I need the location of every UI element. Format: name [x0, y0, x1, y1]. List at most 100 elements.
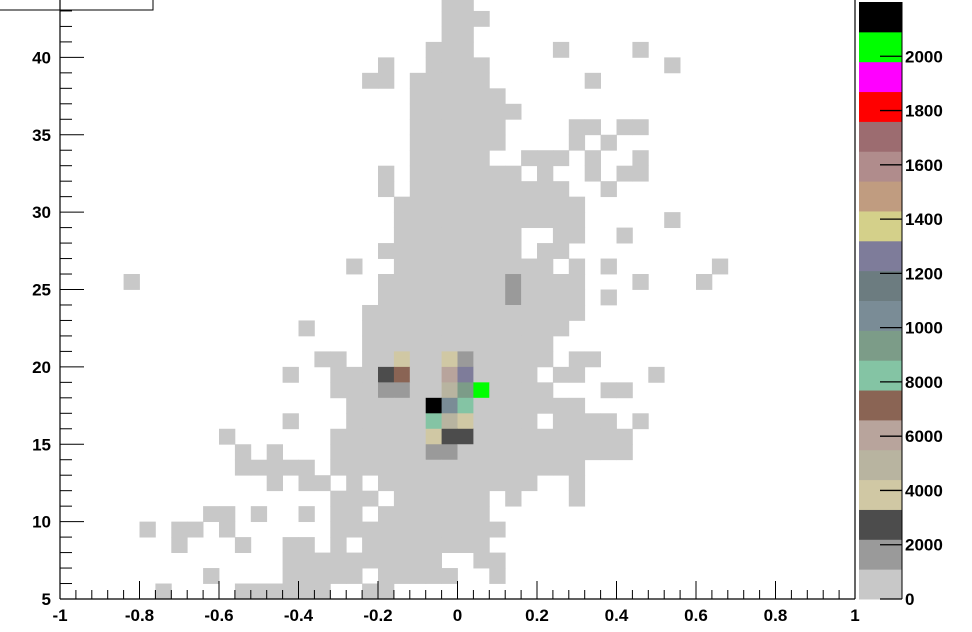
heatmap-cell [234, 444, 252, 461]
heatmap-cell [362, 459, 379, 476]
heatmap-cell [537, 150, 554, 167]
heatmap-cell [441, 506, 458, 523]
heatmap-cell [378, 413, 395, 430]
heatmap-cell [489, 289, 506, 306]
heatmap-cell [409, 165, 427, 182]
heatmap-cell [378, 444, 395, 461]
heatmap-cell [425, 227, 442, 244]
heatmap-cell [393, 227, 411, 244]
x-tick-label: -0.2 [363, 606, 392, 625]
heatmap-cell [362, 537, 379, 553]
heatmap-cell [584, 72, 601, 89]
heatmap-cell [441, 521, 458, 538]
heatmap-cell [489, 227, 506, 244]
heatmap-cell [346, 459, 363, 476]
heatmap-cell [457, 258, 474, 275]
heatmap-cell [187, 521, 204, 538]
heatmap-cell [505, 103, 522, 120]
heatmap-cell [521, 428, 538, 445]
heatmap-cell [441, 26, 458, 43]
heatmap-cell [505, 475, 522, 492]
heatmap-cell [425, 72, 442, 89]
color-scale-swatch [859, 479, 902, 510]
heatmap-cell [632, 274, 649, 290]
color-scale-swatch [859, 181, 902, 212]
heatmap-cell [393, 459, 411, 476]
heatmap-cell [505, 351, 522, 368]
heatmap-cell [346, 568, 363, 584]
heatmap-cell [409, 382, 427, 399]
heatmap-cell [505, 490, 522, 507]
heatmap-cell [489, 258, 506, 275]
heatmap-cell [457, 444, 474, 461]
heatmap-cell [409, 459, 427, 476]
heatmap-cell [378, 552, 395, 569]
heatmap-cell [473, 428, 490, 445]
heatmap-cell [441, 320, 458, 337]
heatmap-cell [584, 413, 601, 430]
color-scale-label: 1400 [905, 210, 943, 229]
color-scale-label: 2000 [905, 47, 943, 66]
heatmap-cell [425, 521, 442, 538]
heatmap-cell [346, 444, 363, 461]
heatmap-cell [441, 212, 458, 229]
heatmap-cell [393, 351, 411, 368]
heatmap-cell [505, 320, 522, 337]
heatmap-cell [489, 521, 506, 538]
heatmap-cell [473, 366, 490, 383]
color-scale-label: 1800 [905, 102, 943, 121]
heatmap-cell [409, 212, 427, 229]
heatmap-cell [378, 475, 395, 492]
heatmap-cell [457, 212, 474, 229]
heatmap-cell [473, 10, 490, 27]
heatmap-cell [457, 351, 474, 368]
heatmap-cell [378, 274, 395, 290]
heatmap-cell [457, 320, 474, 337]
heatmap-cell [409, 335, 427, 352]
heatmap-cell [457, 26, 474, 43]
heatmap-cell [393, 475, 411, 492]
color-scale-swatch [859, 509, 902, 540]
heatmap-cell [346, 506, 363, 523]
heatmap-cell [330, 459, 347, 476]
heatmap-cell [552, 459, 570, 476]
heatmap-cell [425, 428, 442, 445]
heatmap-cell [378, 243, 395, 259]
heatmap-cell [441, 88, 458, 105]
heatmap-cell [441, 475, 458, 492]
heatmap-cell [425, 413, 442, 430]
heatmap-cell [425, 382, 442, 399]
heatmap-cell [219, 521, 236, 538]
heatmap-cell [632, 165, 649, 182]
heatmap-cell [473, 335, 490, 352]
heatmap-cell [393, 397, 411, 414]
heatmap-cell [441, 0, 458, 12]
heatmap-cell [457, 243, 474, 259]
heatmap-cell [457, 57, 474, 74]
heatmap-cell [521, 382, 538, 399]
heatmap-cell [537, 459, 554, 476]
heatmap-cell [521, 274, 538, 290]
heatmap-cell [393, 521, 411, 538]
heatmap-cell [473, 72, 490, 89]
heatmap-cell [473, 134, 490, 151]
heatmap-cell [409, 568, 427, 584]
heatmap-cell [378, 568, 395, 584]
heatmap-cell [457, 382, 474, 399]
heatmap-cell [314, 583, 331, 600]
heatmap-cell [393, 366, 411, 383]
heatmap-cell [409, 521, 427, 538]
heatmap-cell [537, 351, 554, 368]
heatmap-cell [584, 150, 601, 167]
heatmap-cell [441, 428, 458, 445]
heatmap-cell [441, 444, 458, 461]
heatmap-cell [425, 258, 442, 275]
heatmap-cell [616, 119, 633, 136]
heatmap-cell [568, 475, 586, 492]
heatmap-cell [473, 413, 490, 430]
heatmap-cell [521, 444, 538, 461]
heatmap-cell [552, 397, 570, 414]
heatmap-cell [489, 382, 506, 399]
heatmap-cell [489, 335, 506, 352]
heatmap-cell [521, 258, 538, 275]
